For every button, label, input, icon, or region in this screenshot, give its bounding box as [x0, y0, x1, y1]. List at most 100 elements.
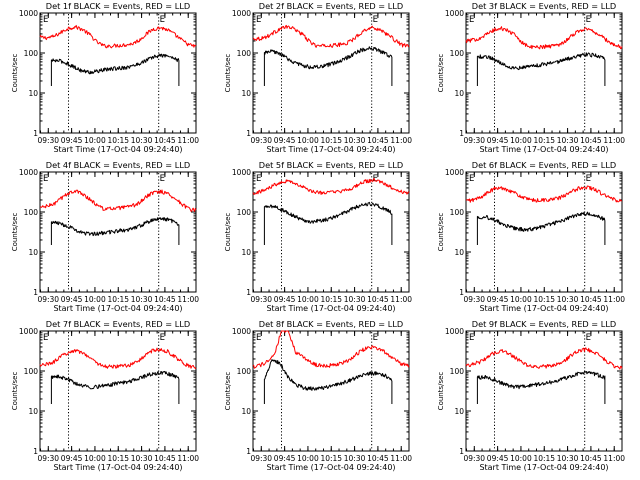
panel-title: Det 7f BLACK = Events, RED = LLD [46, 319, 190, 329]
x-tick-label: 11:00 [603, 454, 625, 463]
x-tick-label: 10:00 [84, 136, 106, 145]
detector-panel: Det 9f BLACK = Events, RED = LLD 1 10 100 10… [437, 319, 625, 472]
x-tick-label: 10:30 [557, 136, 579, 145]
y-tick-label: 100 [450, 49, 465, 58]
marker-label: E [160, 174, 165, 184]
marker-label: E [373, 333, 378, 343]
x-tick-label: 09:45 [487, 454, 509, 463]
y-tick-label: 1000 [19, 168, 38, 177]
x-tick-label: 10:00 [297, 136, 319, 145]
x-axis-label: Start Time (17-Oct-04 09:24:40) [479, 463, 608, 472]
x-tick-label: 09:45 [274, 295, 296, 304]
events-series-line [263, 46, 393, 86]
x-tick-label: 09:45 [61, 454, 83, 463]
events-series-line [263, 359, 393, 404]
x-tick-label: 10:00 [510, 136, 532, 145]
panel-title: Det 9f BLACK = Events, RED = LLD [472, 319, 616, 329]
lld-series-line [465, 26, 623, 50]
x-tick-label: 10:45 [367, 454, 389, 463]
x-tick-label: 10:45 [154, 454, 176, 463]
detector-panel: Det 8f BLACK = Events, RED = LLD 1 10 100 10… [224, 319, 412, 472]
events-series-line [476, 52, 606, 86]
y-tick-label: 10 [454, 248, 464, 257]
x-tick-label: 10:45 [154, 295, 176, 304]
lld-series-line [39, 347, 197, 370]
y-tick-label: 10 [28, 248, 38, 257]
events-series-line [50, 53, 180, 86]
y-tick-label: 1000 [445, 168, 464, 177]
lld-series-line [252, 24, 410, 48]
y-tick-label: 10 [28, 89, 38, 98]
plot-frame [465, 12, 623, 134]
marker-label: E [160, 333, 165, 343]
y-tick-label: 1 [33, 129, 38, 138]
x-tick-label: 10:45 [367, 295, 389, 304]
y-tick-label: 100 [450, 208, 465, 217]
y-tick-label: 1 [246, 288, 251, 297]
y-tick-label: 1 [33, 447, 38, 456]
lld-series-line [252, 330, 410, 369]
x-tick-label: 11:00 [390, 454, 412, 463]
x-tick-label: 09:30 [463, 454, 485, 463]
y-tick-label: 1 [246, 447, 251, 456]
x-tick-label: 10:00 [510, 454, 532, 463]
detector-panel: Det 6f BLACK = Events, RED = LLD 1 10 100 10… [437, 160, 625, 313]
y-tick-label: 1000 [19, 9, 38, 18]
lld-series-line [40, 189, 197, 212]
plot-frame [39, 12, 197, 134]
y-tick-label: 1 [459, 447, 464, 456]
lld-series-line [252, 178, 410, 195]
y-axis-label: Counts/sec [11, 213, 19, 252]
x-tick-label: 09:45 [61, 295, 83, 304]
events-series-line [50, 370, 180, 404]
y-tick-label: 10 [28, 407, 38, 416]
x-tick-label: 10:30 [131, 295, 153, 304]
x-tick-label: 10:45 [367, 136, 389, 145]
y-tick-label: 10 [241, 248, 251, 257]
marker-label: E [256, 15, 261, 25]
y-tick-label: 10 [241, 407, 251, 416]
x-tick-label: 11:00 [177, 295, 199, 304]
marker-label: E [256, 174, 261, 184]
detector-panel: Det 7f BLACK = Events, RED = LLD 1 10 100 10… [11, 319, 199, 472]
marker-label: E [586, 15, 591, 25]
x-tick-label: 10:00 [297, 454, 319, 463]
x-axis-label: Start Time (17-Oct-04 09:24:40) [53, 145, 182, 154]
x-tick-label: 09:30 [463, 136, 485, 145]
x-tick-label: 11:00 [603, 295, 625, 304]
x-tick-label: 09:45 [274, 454, 296, 463]
y-tick-label: 100 [24, 208, 39, 217]
panel-title: Det 3f BLACK = Events, RED = LLD [472, 1, 616, 11]
y-tick-label: 1 [246, 129, 251, 138]
x-tick-label: 11:00 [603, 136, 625, 145]
x-tick-label: 10:15 [107, 136, 129, 145]
x-tick-label: 09:45 [487, 295, 509, 304]
y-tick-label: 1000 [19, 327, 38, 336]
x-tick-label: 09:30 [250, 136, 272, 145]
panel-title: Det 1f BLACK = Events, RED = LLD [46, 1, 190, 11]
marker-label: E [43, 174, 48, 184]
marker-label: E [373, 15, 378, 25]
y-axis-label: Counts/sec [224, 213, 232, 252]
x-tick-label: 10:15 [533, 454, 555, 463]
x-axis-label: Start Time (17-Oct-04 09:24:40) [266, 304, 395, 313]
y-axis-label: Counts/sec [224, 372, 232, 411]
lld-series-line [465, 185, 623, 203]
x-tick-label: 10:30 [344, 454, 366, 463]
x-tick-label: 09:30 [37, 136, 59, 145]
marker-label: E [160, 15, 165, 25]
lld-series-line [465, 347, 623, 370]
x-tick-label: 10:15 [107, 295, 129, 304]
y-axis-label: Counts/sec [437, 54, 445, 93]
x-tick-label: 09:45 [274, 136, 296, 145]
plot-frame [39, 330, 197, 452]
y-tick-label: 10 [454, 89, 464, 98]
x-tick-label: 10:30 [344, 295, 366, 304]
x-tick-label: 10:15 [533, 136, 555, 145]
y-tick-label: 100 [450, 367, 465, 376]
marker-label: E [469, 174, 474, 184]
y-tick-label: 10 [454, 407, 464, 416]
panel-title: Det 4f BLACK = Events, RED = LLD [46, 160, 190, 170]
x-tick-label: 09:45 [61, 136, 83, 145]
